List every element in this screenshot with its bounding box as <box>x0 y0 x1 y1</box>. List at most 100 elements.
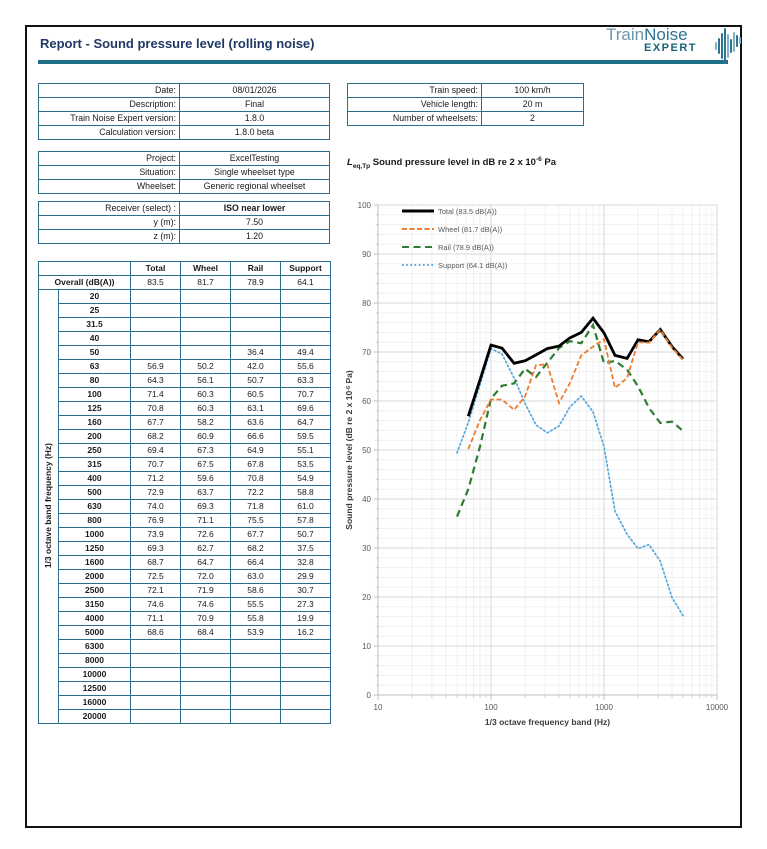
value-cell: 55.5 <box>230 597 281 612</box>
corner-cell <box>38 261 131 276</box>
value-cell: 58.8 <box>280 485 331 500</box>
svg-text:Wheel (81.7 dB(A)): Wheel (81.7 dB(A)) <box>438 225 503 234</box>
spectrum-row: 315 70.7 67.5 67.8 53.5 <box>39 457 331 472</box>
value-cell: 60.9 <box>180 429 231 444</box>
value-cell: 67.8 <box>230 457 281 472</box>
title-divider <box>38 60 728 64</box>
frequency-cell: 31.5 <box>58 317 131 332</box>
row-value: 1.8.0 beta <box>179 125 330 140</box>
frequency-cell: 500 <box>58 485 131 500</box>
row-value: Final <box>179 97 330 112</box>
row-label: Train Noise Expert version: <box>38 111 180 126</box>
spectrum-row: 630 74.0 69.3 71.8 61.0 <box>39 499 331 514</box>
value-cell: 63.6 <box>230 415 281 430</box>
value-cell: 63.1 <box>230 401 281 416</box>
value-cell: 54.9 <box>280 471 331 486</box>
value-cell <box>130 317 181 332</box>
value-cell: 53.9 <box>230 625 281 640</box>
value-cell: 70.7 <box>130 457 181 472</box>
logo-noise: Noise <box>644 25 688 44</box>
logo-expert: EXPERT <box>644 42 698 54</box>
header-row: Total Wheel Rail Support <box>38 261 331 276</box>
value-cell <box>280 681 331 696</box>
y-axis-title: Sound pressure level (dB re 2 x 10-6 Pa) <box>344 370 354 530</box>
legend-item-support: Support (64.1 dB(A)) <box>402 261 508 270</box>
value-cell: 57.8 <box>280 513 331 528</box>
logo-wordmark: TrainNoise <box>606 26 744 43</box>
frequency-cell: 125 <box>58 401 131 416</box>
value-cell: 64.7 <box>180 555 231 570</box>
column-header: Support <box>280 261 331 276</box>
value-cell: 71.1 <box>130 611 181 626</box>
value-cell <box>230 289 281 304</box>
value-cell <box>180 331 231 346</box>
svg-text:60: 60 <box>362 397 371 406</box>
spectrum-row: 5000 68.6 68.4 53.9 16.2 <box>39 625 331 640</box>
row-value: 1.20 <box>179 229 330 244</box>
value-cell: 66.4 <box>230 555 281 570</box>
spectrum-row: 125 70.8 60.3 63.1 69.6 <box>39 401 331 416</box>
svg-text:100: 100 <box>484 703 498 712</box>
value-cell <box>130 331 181 346</box>
frequency-cell: 800 <box>58 513 131 528</box>
frequency-cell: 40 <box>58 331 131 346</box>
svg-text:Rail (78.9 dB(A)): Rail (78.9 dB(A)) <box>438 243 494 252</box>
frequency-cell: 315 <box>58 457 131 472</box>
row-value: Single wheelset type <box>179 165 330 180</box>
spectrum-row: 1000 73.9 72.6 67.7 50.7 <box>39 527 331 542</box>
series-wheel-line <box>467 327 684 450</box>
series-total-line <box>466 315 685 417</box>
value-cell: 67.7 <box>230 527 281 542</box>
series-rail-line <box>455 322 684 518</box>
value-cell: 55.1 <box>280 443 331 458</box>
svg-text:0: 0 <box>367 691 372 700</box>
frequency-cell: 6300 <box>58 639 131 654</box>
table-row: Receiver (select) : ISO near lower <box>38 201 330 216</box>
value-cell <box>180 639 231 654</box>
row-label: z (m): <box>38 229 180 244</box>
value-cell <box>280 331 331 346</box>
value-cell <box>280 317 331 332</box>
value-cell: 75.5 <box>230 513 281 528</box>
value-cell <box>230 303 281 318</box>
spectrum-table-header: Total Wheel Rail Support <box>38 261 331 276</box>
value-cell <box>180 681 231 696</box>
value-cell: 74.6 <box>180 597 231 612</box>
spectrum-row: 31.5 <box>39 317 331 332</box>
value-cell: 60.5 <box>230 387 281 402</box>
value-cell: 71.8 <box>230 499 281 514</box>
row-value: 7.50 <box>179 215 330 230</box>
table-row: Train Noise Expert version: 1.8.0 <box>38 111 330 126</box>
table-row: Date: 08/01/2026 <box>38 83 330 98</box>
overall-value: 64.1 <box>280 275 331 290</box>
row-label: Number of wheelsets: <box>347 111 482 126</box>
frequency-cell: 63 <box>58 359 131 374</box>
spectrum-row: 8000 <box>39 653 331 668</box>
value-cell: 67.3 <box>180 443 231 458</box>
svg-text:30: 30 <box>362 544 371 553</box>
overall-value: 78.9 <box>230 275 281 290</box>
row-value: 08/01/2026 <box>179 83 330 98</box>
value-cell: 62.7 <box>180 541 231 556</box>
value-cell: 74.6 <box>130 597 181 612</box>
column-header: Wheel <box>180 261 231 276</box>
spectrum-row: 2500 72.1 71.9 58.6 30.7 <box>39 583 331 598</box>
svg-text:80: 80 <box>362 299 371 308</box>
value-cell <box>180 709 231 724</box>
spectrum-row: 1250 69.3 62.7 68.2 37.5 <box>39 541 331 556</box>
value-cell: 63.0 <box>230 569 281 584</box>
row-value: 20 m <box>481 97 584 112</box>
row-value[interactable]: ISO near lower <box>179 201 330 216</box>
svg-text:70: 70 <box>362 348 371 357</box>
spectrum-row: 400 71.2 59.6 70.8 54.9 <box>39 471 331 486</box>
legend-item-wheel: Wheel (81.7 dB(A)) <box>402 225 503 234</box>
overall-label: Overall (dB(A)) <box>38 275 131 290</box>
spectrum-row: 6300 <box>39 639 331 654</box>
frequency-cell: 50 <box>58 345 131 360</box>
svg-text:40: 40 <box>362 495 371 504</box>
value-cell: 72.2 <box>230 485 281 500</box>
spectrum-row: 4000 71.1 70.9 55.8 19.9 <box>39 611 331 626</box>
spectrum-row: 200 68.2 60.9 66.6 59.5 <box>39 429 331 444</box>
